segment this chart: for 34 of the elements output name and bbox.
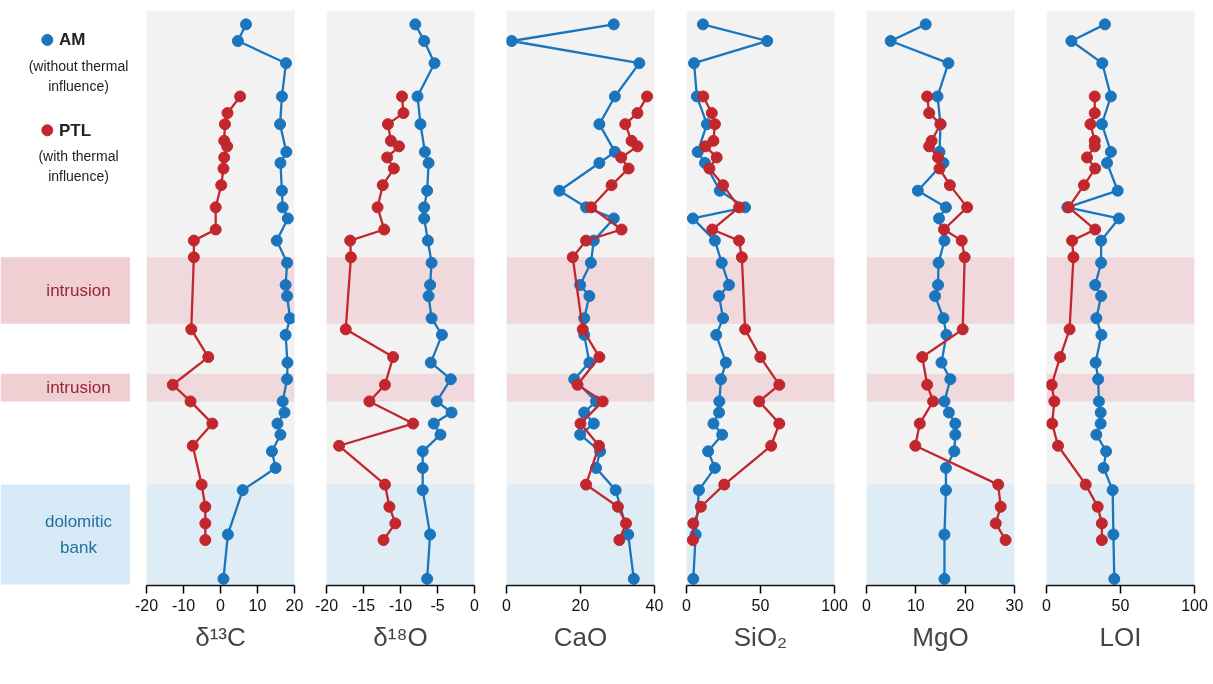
legend-label: AM (without thermal influence): [28, 30, 129, 94]
x-tick-label: -20: [134, 596, 159, 614]
x-tick-label: -15: [351, 596, 376, 614]
x-tick-label: 50: [751, 596, 770, 614]
x-tick-label: 10: [248, 596, 267, 614]
x-axis-title: LOI: [1099, 621, 1142, 652]
x-axis-title: SiO₂: [733, 621, 788, 652]
x-tick-label: 0: [1042, 596, 1052, 614]
x-axis-title: CaO: [553, 621, 608, 652]
band-label: intrusion: [46, 378, 111, 398]
x-tick-label: 100: [1181, 596, 1208, 614]
x-axis-title: δ¹³C: [195, 621, 246, 652]
x-tick-label: -5: [430, 596, 445, 614]
x-tick-label: 20: [285, 596, 304, 614]
x-tick-label: 0: [216, 596, 226, 614]
x-tick-label: -10: [388, 596, 413, 614]
x-tick-label: 20: [956, 596, 975, 614]
x-tick-label: -20: [314, 596, 339, 614]
x-tick-label: 0: [862, 596, 872, 614]
x-tick-label: 30: [1005, 596, 1024, 614]
x-tick-label: 50: [1111, 596, 1130, 614]
x-tick-label: 40: [645, 596, 664, 614]
band-label: dolomitic bank: [44, 512, 113, 557]
x-axis-title: δ¹⁸O: [373, 621, 428, 652]
x-tick-label: 20: [571, 596, 590, 614]
x-tick-label: 10: [906, 596, 925, 614]
legend-label: PTL (with thermal influence): [38, 120, 119, 185]
x-tick-label: 0: [682, 596, 692, 614]
x-tick-label: 0: [470, 596, 480, 614]
x-tick-label: 100: [821, 596, 848, 614]
x-tick-label: 0: [502, 596, 512, 614]
x-tick-label: -10: [171, 596, 196, 614]
x-axis-title: MgO: [912, 621, 969, 652]
band-label: intrusion: [46, 281, 111, 301]
